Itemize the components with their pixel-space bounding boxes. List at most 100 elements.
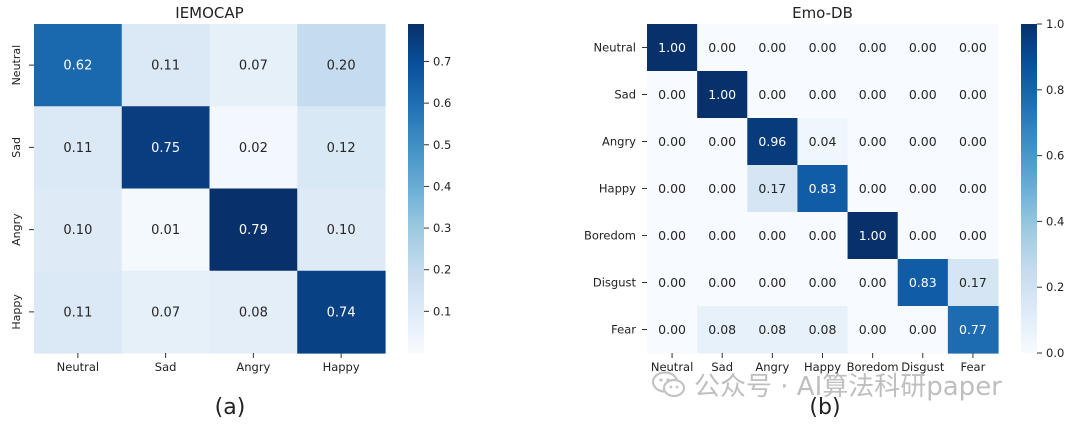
heatmap-cell [34, 106, 123, 190]
cell-value-label: 0.11 [151, 59, 180, 74]
heatmap-cell [647, 306, 698, 354]
cell-value-label: 0.79 [239, 223, 268, 238]
heatmap-cell [847, 71, 899, 119]
cell-value-label: 0.00 [658, 228, 686, 243]
cell-value-label: 0.00 [708, 181, 736, 196]
cell-value-label: 0.00 [758, 228, 786, 243]
cell-value-label: 0.00 [959, 40, 987, 55]
y-tick-label: Sad [614, 88, 636, 102]
cell-value-label: 0.12 [327, 141, 356, 156]
cell-value-label: 0.00 [909, 87, 937, 102]
cell-value-label: 0.11 [63, 141, 92, 156]
heatmap-cell [121, 188, 211, 272]
cell-value-label: 0.00 [909, 134, 937, 149]
wechat-icon [652, 371, 686, 398]
cell-value-label: 0.00 [909, 322, 937, 337]
cell-value-label: 0.00 [959, 87, 987, 102]
heatmap-cell [747, 24, 799, 72]
cell-value-label: 0.00 [859, 134, 887, 149]
y-tick-label: Neutral [594, 41, 636, 55]
cell-value-label: 0.00 [909, 228, 937, 243]
cell-value-label: 0.00 [809, 275, 837, 290]
cell-value-label: 0.00 [758, 40, 786, 55]
x-tick-label: Disgust [901, 360, 945, 374]
heatmap-cell [297, 188, 386, 272]
y-tick-label: Angry [602, 135, 636, 149]
cell-value-label: 0.00 [809, 87, 837, 102]
cell-value-label: 0.00 [959, 134, 987, 149]
cell-value-label: 0.00 [658, 275, 686, 290]
cell-value-label: 0.10 [327, 223, 356, 238]
x-tick-label: Neutral [57, 360, 99, 374]
heatmap-cell [34, 270, 123, 354]
heatmap-cell [897, 118, 949, 166]
heatmap-cell [121, 24, 211, 107]
heatmap-cell [797, 306, 849, 354]
x-tick-label: Happy [804, 360, 841, 374]
colorbar-tick-label: 0.4 [1046, 214, 1064, 228]
colorbar-tick-label: 0.7 [433, 54, 451, 68]
cell-value-label: 0.11 [63, 305, 92, 320]
cell-value-label: 0.00 [859, 87, 887, 102]
heatmap-cell [647, 118, 698, 166]
x-tick-label: Neutral [651, 360, 693, 374]
colorbar-tick-label: 0.2 [433, 263, 451, 277]
colorbar-tick-label: 0.8 [1046, 83, 1064, 97]
heatmap-cell [947, 212, 999, 260]
cell-value-label: 0.00 [859, 181, 887, 196]
colorbar-tick-label: 0.4 [433, 179, 451, 193]
heatmap-cell [947, 165, 999, 213]
cell-value-label: 0.83 [909, 275, 937, 290]
cell-value-label: 0.00 [758, 275, 786, 290]
x-tick-label: Happy [323, 360, 360, 374]
heatmap-cell [897, 24, 949, 72]
cell-value-label: 0.07 [151, 305, 180, 320]
heatmap-cell [697, 24, 748, 72]
heatmap-cell [797, 118, 849, 166]
heatmap-cell [797, 24, 849, 72]
heatmap-cell [747, 118, 799, 166]
heatmap-cell [947, 118, 999, 166]
cell-value-label: 0.20 [327, 59, 356, 74]
heatmap-cell [847, 165, 899, 213]
cell-value-label: 0.00 [758, 87, 786, 102]
heatmap-cell [897, 306, 949, 354]
heatmap-cell [647, 165, 698, 213]
x-tick-label: Fear [961, 360, 986, 374]
subfigure-caption: (b) [809, 395, 840, 420]
heatmap-cell [797, 71, 849, 119]
cell-value-label: 1.00 [658, 40, 686, 55]
heatmap-cell [747, 71, 799, 119]
heatmap-cell [947, 71, 999, 119]
x-tick-label: Sad [711, 360, 733, 374]
heatmap-cell [121, 270, 211, 354]
heatmap-cell [647, 71, 698, 119]
cell-value-label: 0.07 [239, 59, 268, 74]
chart-title: Emo-DB [792, 4, 853, 22]
cell-value-label: 0.74 [327, 305, 356, 320]
colorbar-tick-label: 0.3 [433, 221, 451, 235]
colorbar-tick-label: 0.6 [433, 96, 451, 110]
heatmap-cell [697, 71, 748, 119]
heatmap-cell [209, 106, 298, 190]
colorbar-tick-label: 0.5 [433, 138, 451, 152]
y-tick-label: Sad [10, 137, 23, 158]
cell-value-label: 0.08 [239, 305, 268, 320]
heatmap-cell [209, 270, 298, 354]
cell-value-label: 0.08 [809, 322, 837, 337]
colorbar-tick-label: 0.1 [433, 304, 451, 318]
cell-value-label: 0.96 [758, 134, 786, 149]
heatmap-cell [647, 24, 698, 72]
x-tick-label: Sad [155, 360, 177, 374]
colorbar-tick-label: 0.2 [1046, 280, 1064, 294]
heatmap-cell [209, 24, 298, 107]
x-tick-label: Angry [755, 360, 789, 374]
y-tick-label: Happy [10, 294, 23, 330]
heatmap-cell [847, 212, 899, 260]
cell-value-label: 0.00 [658, 181, 686, 196]
heatmap-cell [34, 188, 123, 272]
heatmap-cell [847, 306, 899, 354]
cell-value-label: 0.00 [708, 40, 736, 55]
cell-value-label: 0.04 [809, 134, 837, 149]
